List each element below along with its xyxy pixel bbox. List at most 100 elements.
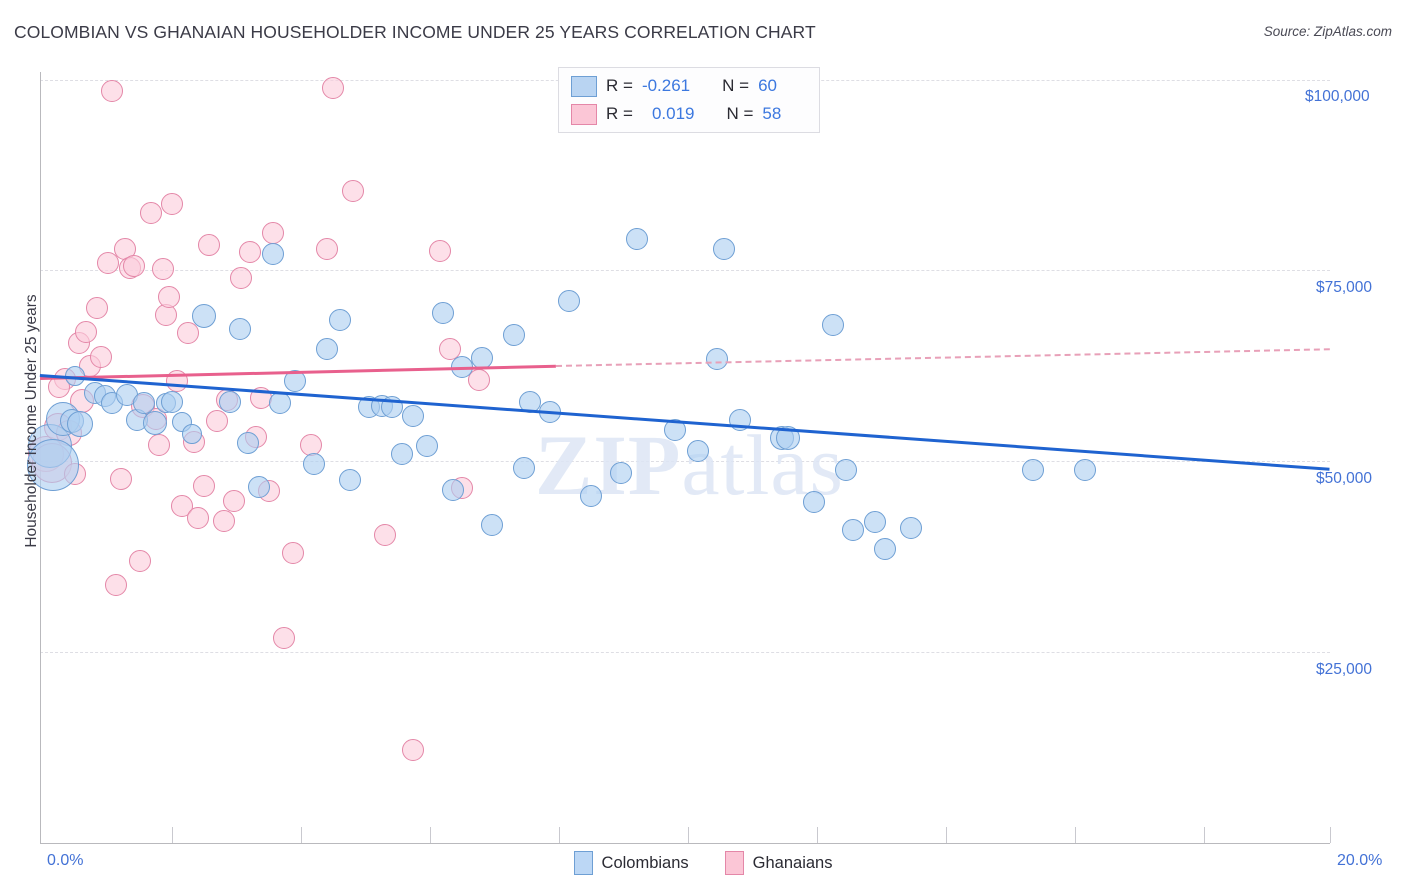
- data-point-pink[interactable]: [90, 345, 113, 368]
- data-point-blue[interactable]: [26, 439, 79, 492]
- x-tick: [559, 827, 560, 843]
- data-point-blue[interactable]: [503, 323, 526, 346]
- data-point-pink[interactable]: [158, 286, 180, 309]
- x-tick: [817, 827, 818, 843]
- data-point-blue[interactable]: [899, 516, 922, 539]
- data-point-blue[interactable]: [441, 479, 464, 502]
- data-point-blue[interactable]: [712, 238, 735, 261]
- legend-swatch-pink-icon: [724, 851, 744, 875]
- data-point-blue[interactable]: [864, 510, 887, 533]
- data-point-pink[interactable]: [101, 80, 124, 103]
- x-axis-line: [40, 843, 1330, 844]
- data-point-blue[interactable]: [580, 484, 603, 507]
- data-point-blue[interactable]: [519, 390, 542, 413]
- data-point-blue[interactable]: [142, 411, 167, 436]
- x-tick: [688, 827, 689, 843]
- data-point-blue[interactable]: [65, 365, 86, 386]
- data-point-blue[interactable]: [380, 396, 403, 419]
- data-point-pink[interactable]: [151, 258, 174, 281]
- data-point-blue[interactable]: [822, 313, 845, 336]
- data-point-pink[interactable]: [96, 252, 119, 275]
- data-point-pink[interactable]: [281, 541, 304, 564]
- data-point-blue[interactable]: [181, 423, 202, 444]
- data-point-pink[interactable]: [122, 255, 145, 278]
- x-tick: [946, 827, 947, 843]
- data-point-blue[interactable]: [480, 513, 503, 536]
- data-point-blue[interactable]: [1073, 459, 1096, 482]
- data-point-blue[interactable]: [328, 309, 351, 332]
- data-point-pink[interactable]: [222, 489, 245, 512]
- data-point-pink[interactable]: [197, 233, 220, 256]
- data-point-blue[interactable]: [841, 518, 864, 541]
- data-point-blue[interactable]: [262, 242, 285, 265]
- data-point-pink[interactable]: [272, 626, 295, 649]
- data-point-pink[interactable]: [109, 467, 132, 490]
- data-point-blue[interactable]: [133, 392, 156, 415]
- data-point-blue[interactable]: [470, 346, 493, 369]
- data-point-blue[interactable]: [664, 419, 687, 442]
- data-point-pink[interactable]: [401, 739, 424, 762]
- data-point-pink[interactable]: [230, 267, 253, 290]
- data-point-blue[interactable]: [873, 538, 896, 561]
- data-point-blue[interactable]: [219, 390, 242, 413]
- data-point-pink[interactable]: [238, 240, 261, 263]
- data-point-pink[interactable]: [187, 506, 210, 529]
- data-point-blue[interactable]: [192, 303, 217, 328]
- data-point-blue[interactable]: [303, 453, 326, 476]
- stat-row-colombians: R = -0.261 N = 60: [571, 73, 777, 99]
- data-point-pink[interactable]: [341, 180, 364, 203]
- legend-item-colombians[interactable]: Colombians: [573, 851, 689, 875]
- data-point-blue[interactable]: [236, 432, 259, 455]
- trendline-ghanaians: [40, 365, 557, 381]
- legend-item-ghanaians[interactable]: Ghanaians: [724, 851, 832, 875]
- data-point-pink[interactable]: [177, 322, 200, 345]
- data-point-pink[interactable]: [75, 320, 98, 343]
- data-point-pink[interactable]: [85, 297, 108, 320]
- data-point-pink[interactable]: [206, 409, 229, 432]
- data-point-blue[interactable]: [538, 400, 561, 423]
- data-point-blue[interactable]: [728, 409, 751, 432]
- data-point-pink[interactable]: [467, 368, 490, 391]
- data-point-pink[interactable]: [316, 238, 339, 261]
- data-point-pink[interactable]: [105, 573, 128, 596]
- data-point-pink[interactable]: [428, 239, 451, 262]
- data-point-pink[interactable]: [322, 76, 345, 99]
- data-point-blue[interactable]: [391, 442, 414, 465]
- data-point-blue[interactable]: [706, 348, 729, 371]
- data-point-blue[interactable]: [432, 301, 455, 324]
- y-tick-label-75000: $75,000: [1316, 279, 1373, 296]
- data-point-blue[interactable]: [248, 475, 271, 498]
- data-point-blue[interactable]: [161, 390, 184, 413]
- data-point-blue[interactable]: [1022, 459, 1045, 482]
- gridline-75000: [40, 270, 1330, 271]
- data-point-blue[interactable]: [338, 468, 361, 491]
- data-point-pink[interactable]: [139, 202, 162, 225]
- data-point-blue[interactable]: [557, 290, 580, 313]
- data-point-blue[interactable]: [228, 318, 251, 341]
- data-point-blue[interactable]: [776, 425, 801, 450]
- data-point-pink[interactable]: [212, 509, 235, 532]
- y-tick-label-50000: $50,000: [1316, 470, 1373, 487]
- data-point-pink[interactable]: [193, 474, 216, 497]
- data-point-blue[interactable]: [686, 440, 709, 463]
- data-point-pink[interactable]: [128, 550, 151, 573]
- data-point-pink[interactable]: [374, 524, 397, 547]
- data-point-blue[interactable]: [316, 338, 339, 361]
- data-point-blue[interactable]: [283, 370, 306, 393]
- data-point-blue[interactable]: [401, 404, 424, 427]
- data-point-blue[interactable]: [512, 457, 535, 480]
- data-point-blue[interactable]: [625, 227, 648, 250]
- data-point-blue[interactable]: [835, 458, 858, 481]
- data-point-blue[interactable]: [416, 435, 438, 458]
- gridline-25000: [40, 652, 1330, 653]
- data-point-blue[interactable]: [66, 410, 93, 437]
- data-point-blue[interactable]: [451, 355, 474, 378]
- stat-row-ghanaians: R = 0.019 N = 58: [571, 101, 781, 127]
- data-point-blue[interactable]: [268, 392, 291, 415]
- data-point-pink[interactable]: [438, 338, 461, 361]
- data-point-blue[interactable]: [803, 490, 825, 513]
- data-point-blue[interactable]: [609, 461, 632, 484]
- data-point-pink[interactable]: [161, 192, 184, 215]
- data-point-pink[interactable]: [48, 375, 71, 398]
